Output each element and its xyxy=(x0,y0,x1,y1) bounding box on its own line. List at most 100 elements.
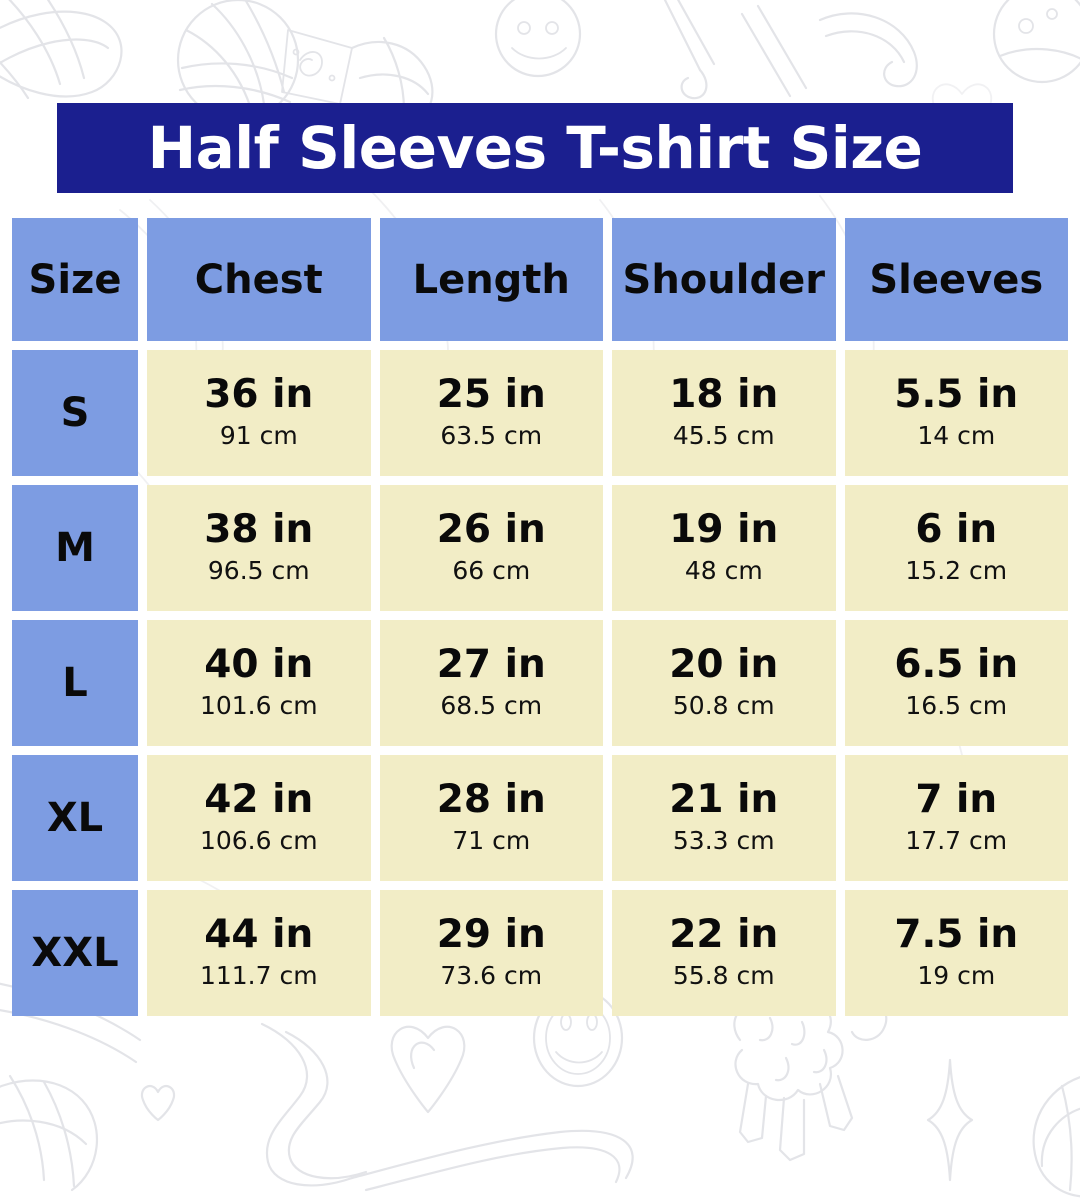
header-cell-size: Size xyxy=(12,218,138,341)
header-cell-sleeves: Sleeves xyxy=(844,218,1068,341)
length-cell: 28 in 71 cm xyxy=(379,755,603,881)
value-centimeters: 15.2 cm xyxy=(905,555,1008,585)
value-centimeters: 17.7 cm xyxy=(905,825,1008,855)
value-centimeters: 106.6 cm xyxy=(199,825,318,855)
size-cell: XL xyxy=(12,755,138,881)
table-header-row: Size Chest Length Shoulder Sleeves xyxy=(12,218,1068,341)
button-icon xyxy=(494,0,582,78)
sheep-icon xyxy=(733,990,888,1162)
chest-cell: 42 in 106.6 cm xyxy=(147,755,371,881)
sleeves-cell: 6.5 in 16.5 cm xyxy=(844,620,1068,746)
value-inches: 7 in xyxy=(915,776,998,822)
yarn-ball-icon xyxy=(1032,1076,1080,1198)
table-row: M 38 in 96.5 cm 26 in 66 cm 19 in 48 cm … xyxy=(12,485,1068,611)
header-cell-shoulder: Shoulder xyxy=(612,218,836,341)
value-centimeters: 55.8 cm xyxy=(672,960,775,990)
value-inches: 25 in xyxy=(436,371,546,417)
table-row: XXL 44 in 111.7 cm 29 in 73.6 cm 22 in 5… xyxy=(12,890,1068,1016)
title-banner: Half Sleeves T-shirt Size xyxy=(57,103,1013,193)
value-inches: 6 in xyxy=(915,506,998,552)
header-label-length: Length xyxy=(412,256,570,303)
value-inches: 42 in xyxy=(204,776,314,822)
value-centimeters: 63.5 cm xyxy=(440,420,543,450)
header-label-size: Size xyxy=(28,256,122,303)
sleeves-cell: 7.5 in 19 cm xyxy=(844,890,1068,1016)
value-centimeters: 101.6 cm xyxy=(199,690,318,720)
sparkle-icon xyxy=(926,1058,974,1182)
chest-cell: 40 in 101.6 cm xyxy=(147,620,371,746)
size-chart-table: Size Chest Length Shoulder Sleeves S 36 … xyxy=(12,218,1068,1016)
header-label-chest: Chest xyxy=(194,256,323,303)
size-cell: L xyxy=(12,620,138,746)
value-inches: 28 in xyxy=(436,776,546,822)
value-centimeters: 16.5 cm xyxy=(905,690,1008,720)
header-cell-length: Length xyxy=(379,218,603,341)
value-inches: 18 in xyxy=(669,371,779,417)
value-inches: 44 in xyxy=(204,911,314,957)
value-inches: 29 in xyxy=(436,911,546,957)
size-cell: XXL xyxy=(12,890,138,1016)
sleeves-cell: 7 in 17.7 cm xyxy=(844,755,1068,881)
value-inches: 22 in xyxy=(669,911,779,957)
value-centimeters: 50.8 cm xyxy=(672,690,775,720)
value-centimeters: 73.6 cm xyxy=(440,960,543,990)
sleeves-cell: 6 in 15.2 cm xyxy=(844,485,1068,611)
value-centimeters: 111.7 cm xyxy=(199,960,318,990)
value-centimeters: 96.5 cm xyxy=(207,555,310,585)
sleeves-cell: 5.5 in 14 cm xyxy=(844,350,1068,476)
header-label-sleeves: Sleeves xyxy=(869,256,1044,303)
value-inches: 26 in xyxy=(436,506,546,552)
size-label: XXL xyxy=(31,930,119,976)
yarn-thread-icon xyxy=(260,1022,368,1187)
value-inches: 38 in xyxy=(204,506,314,552)
size-label: S xyxy=(60,390,90,436)
size-label: M xyxy=(55,525,95,571)
value-inches: 40 in xyxy=(204,641,314,687)
chest-cell: 38 in 96.5 cm xyxy=(147,485,371,611)
table-row: XL 42 in 106.6 cm 28 in 71 cm 21 in 53.3… xyxy=(12,755,1068,881)
value-centimeters: 68.5 cm xyxy=(440,690,543,720)
shoulder-cell: 22 in 55.8 cm xyxy=(612,890,836,1016)
yarn-skein-icon xyxy=(0,0,123,100)
value-centimeters: 14 cm xyxy=(917,420,996,450)
value-inches: 7.5 in xyxy=(894,911,1019,957)
value-centimeters: 66 cm xyxy=(452,555,531,585)
length-cell: 27 in 68.5 cm xyxy=(379,620,603,746)
heart-icon xyxy=(390,1025,466,1114)
chest-cell: 36 in 91 cm xyxy=(147,350,371,476)
value-inches: 6.5 in xyxy=(894,641,1019,687)
chest-cell: 44 in 111.7 cm xyxy=(147,890,371,1016)
value-inches: 5.5 in xyxy=(894,371,1019,417)
shoulder-cell: 19 in 48 cm xyxy=(612,485,836,611)
length-cell: 25 in 63.5 cm xyxy=(379,350,603,476)
header-cell-chest: Chest xyxy=(147,218,371,341)
value-inches: 21 in xyxy=(669,776,779,822)
size-label: L xyxy=(62,660,88,706)
shoulder-cell: 21 in 53.3 cm xyxy=(612,755,836,881)
yarn-ball-icon xyxy=(992,0,1080,84)
value-centimeters: 48 cm xyxy=(684,555,763,585)
shoulder-cell: 20 in 50.8 cm xyxy=(612,620,836,746)
value-inches: 36 in xyxy=(204,371,314,417)
length-cell: 26 in 66 cm xyxy=(379,485,603,611)
value-inches: 27 in xyxy=(436,641,546,687)
size-cell: S xyxy=(12,350,138,476)
size-label: XL xyxy=(46,795,104,841)
yarn-thread-icon xyxy=(350,1129,634,1192)
yarn-ball-icon xyxy=(176,0,353,122)
value-inches: 19 in xyxy=(669,506,779,552)
value-centimeters: 45.5 cm xyxy=(672,420,775,450)
shoulder-cell: 18 in 45.5 cm xyxy=(612,350,836,476)
yarn-ball-icon xyxy=(0,1074,98,1192)
value-centimeters: 71 cm xyxy=(452,825,531,855)
length-cell: 29 in 73.6 cm xyxy=(379,890,603,1016)
page-title: Half Sleeves T-shirt Size xyxy=(147,114,923,182)
value-centimeters: 91 cm xyxy=(219,420,298,450)
table-row: L 40 in 101.6 cm 27 in 68.5 cm 20 in 50.… xyxy=(12,620,1068,746)
value-centimeters: 19 cm xyxy=(917,960,996,990)
heart-icon xyxy=(140,1085,176,1122)
table-row: S 36 in 91 cm 25 in 63.5 cm 18 in 45.5 c… xyxy=(12,350,1068,476)
value-centimeters: 53.3 cm xyxy=(672,825,775,855)
knitting-needle-icon xyxy=(818,12,918,88)
